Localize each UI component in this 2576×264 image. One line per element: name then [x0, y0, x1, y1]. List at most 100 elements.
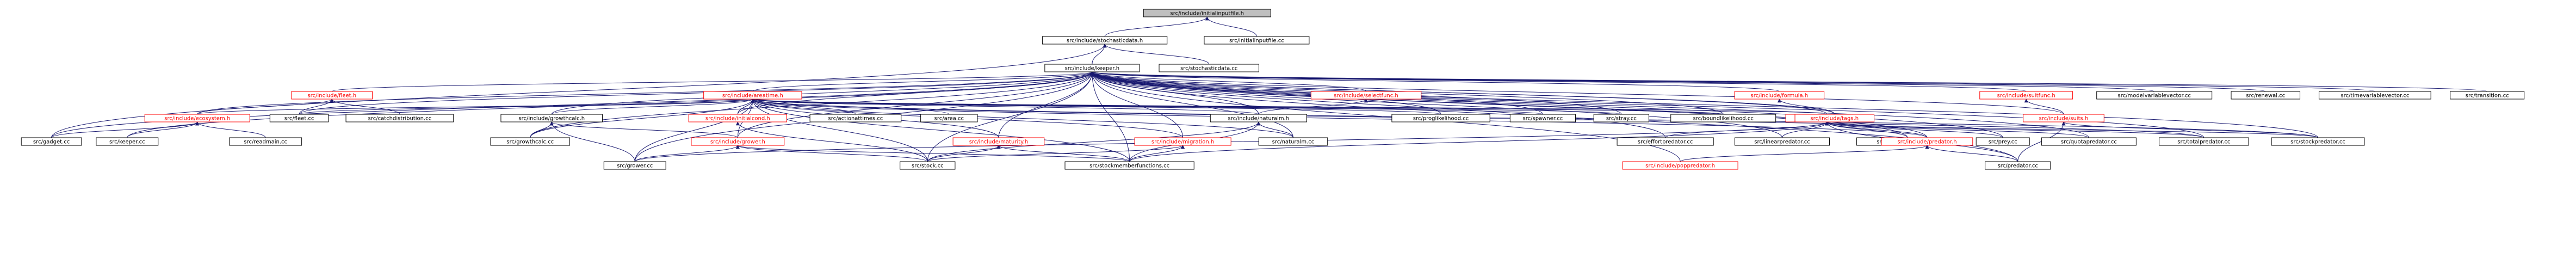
node-label: src/include/stochasticdata.h	[1067, 38, 1143, 44]
node-box	[691, 137, 785, 146]
node-label: src/timevariablevector.cc	[2340, 93, 2409, 99]
dependency-edge	[736, 145, 1130, 162]
node-label: src/include/suits.h	[2039, 116, 2089, 122]
dependency-edge	[1825, 121, 2089, 138]
graph-node-suits-h[interactable]: src/include/suits.h	[2023, 114, 2104, 122]
node-box	[1735, 137, 1830, 146]
graph-node-spawner-cc[interactable]: src/spawner.cc	[1509, 114, 1576, 122]
node-label: src/modelvariablevector.cc	[2117, 93, 2190, 99]
graph-node-selectfunc-h[interactable]: src/include/selectfunc.h	[1310, 91, 1422, 100]
node-label: src/keeper.cc	[109, 139, 145, 145]
node-box	[1794, 114, 1875, 122]
dependency-edge	[1090, 71, 2089, 138]
dependency-edge	[195, 121, 266, 138]
node-label: src/readmain.cc	[244, 139, 287, 145]
dependency-edge	[751, 99, 928, 162]
dependency-edge	[752, 71, 1094, 92]
graph-node-initialcond-h[interactable]: src/include/initialcond.h	[688, 114, 787, 122]
graph-node-renewal-cc[interactable]: src/renewal.cc	[2231, 91, 2301, 100]
node-label: src/include/migration.h	[1151, 139, 1214, 145]
dependency-edge	[1129, 145, 1185, 162]
graph-node-naturalm-h[interactable]: src/include/naturalm.h	[1210, 114, 1307, 122]
node-label: src/stochasticdata.cc	[1180, 66, 1237, 72]
graph-node-stockmemberfunctions-cc[interactable]: src/stockmemberfunctions.cc	[1064, 161, 1194, 170]
node-box	[900, 161, 956, 170]
dependency-edge	[530, 99, 755, 138]
node-box	[1310, 91, 1422, 100]
graph-node-readmain-cc[interactable]: src/readmain.cc	[229, 137, 302, 146]
graph-node-poppredator-h[interactable]: src/include/poppredator.h	[1622, 161, 1738, 170]
dependency-edge	[927, 145, 1185, 162]
node-label: src/stockmemberfunctions.cc	[1089, 163, 1169, 169]
graph-node-predator-cc[interactable]: src/predator.cc	[1985, 161, 2051, 170]
node-label: src/prey.cc	[1989, 139, 2017, 145]
graph-node-stochasticdata-h[interactable]: src/include/stochasticdata.h	[1042, 36, 1168, 45]
node-label: src/include/tags.h	[1810, 116, 1859, 122]
graph-node-predator-h[interactable]: src/include/predator.h	[1881, 137, 1973, 146]
dependency-edge	[1090, 71, 2319, 138]
graph-node-timevariablevector-cc[interactable]: src/timevariablevector.cc	[2319, 91, 2431, 100]
node-label: src/include/formula.h	[1751, 93, 1809, 99]
node-label: src/growthcalc.cc	[506, 139, 554, 145]
node-box	[1593, 114, 1649, 122]
graph-node-transition-cc[interactable]: src/transition.cc	[2450, 91, 2525, 100]
graph-node-naturalm-cc[interactable]: src/naturalm.cc	[1258, 137, 1328, 146]
graph-node-gadget-cc[interactable]: src/gadget.cc	[21, 137, 82, 146]
graph-node-suitfunc-h[interactable]: src/include/suitfunc.h	[1979, 91, 2073, 100]
node-box	[269, 114, 329, 122]
node-label: src/include/initialcond.h	[705, 116, 770, 122]
node-box	[703, 91, 802, 100]
node-box	[1064, 161, 1194, 170]
node-box	[1210, 114, 1307, 122]
dependency-edge	[1090, 71, 1780, 92]
graph-node-stochasticdata-cc[interactable]: src/stochasticdata.cc	[1159, 64, 1259, 72]
graph-node-grower-h[interactable]: src/include/grower.h	[691, 137, 785, 146]
node-box	[1391, 114, 1490, 122]
graph-node-keeper-h[interactable]: src/include/keeper.h	[1044, 64, 1140, 72]
graph-node-growthcalc-cc[interactable]: src/growthcalc.cc	[490, 137, 570, 146]
dependency-edge	[2061, 121, 2319, 138]
graph-node-modelvariablevector-cc[interactable]: src/modelvariablevector.cc	[2096, 91, 2213, 100]
graph-node-quotapredator-cc[interactable]: src/quotapredator.cc	[2041, 137, 2137, 146]
graph-node-proglikelihood-cc[interactable]: src/proglikelihood.cc	[1391, 114, 1490, 122]
graph-node-effortpredator-cc[interactable]: src/effortpredator.cc	[1617, 137, 1714, 146]
graph-node-maturity-h[interactable]: src/include/maturity.h	[952, 137, 1045, 146]
node-label: src/actionattimes.cc	[828, 116, 883, 122]
node-box	[603, 161, 666, 170]
node-box	[2450, 91, 2525, 100]
dependency-edge	[530, 121, 554, 138]
graph-node-initialinputfile-cc[interactable]: src/initialinputfile.cc	[1204, 36, 1310, 45]
node-label: src/predator.cc	[1998, 163, 2038, 169]
graph-node-formula-h[interactable]: src/include/formula.h	[1734, 91, 1825, 100]
graph-node-stray-cc[interactable]: src/stray.cc	[1593, 114, 1649, 122]
graph-node-tags-h[interactable]: src/include/tags.h	[1794, 114, 1875, 122]
graph-node-growthcalc-h[interactable]: src/include/growthcalc.h	[500, 114, 603, 122]
graph-node-boundlikelihood-cc[interactable]: src/boundlikelihood.cc	[1670, 114, 1776, 122]
graph-node-totalpredator-cc[interactable]: src/totalpredator.cc	[2159, 137, 2249, 146]
dependency-edge	[549, 121, 738, 138]
graph-node-ecosystem-h[interactable]: src/include/ecosystem.h	[144, 114, 250, 122]
node-box	[1734, 91, 1825, 100]
graph-node-area-cc[interactable]: src/area.cc	[920, 114, 978, 122]
graph-node-keeper-cc[interactable]: src/keeper.cc	[96, 137, 159, 146]
dependency-edge	[1777, 99, 1835, 115]
node-box	[1134, 137, 1231, 146]
graph-node-fleet-cc[interactable]: src/fleet.cc	[269, 114, 329, 122]
graph-node-areatime-h[interactable]: src/include/areatime.h	[703, 91, 802, 100]
dependency-edge	[996, 145, 1130, 162]
graph-node-prey-cc[interactable]: src/prey.cc	[1976, 137, 2030, 146]
graph-node-stock-cc[interactable]: src/stock.cc	[900, 161, 956, 170]
graph-node-catchdistribution-cc[interactable]: src/catchdistribution.cc	[345, 114, 454, 122]
graph-node-grower-cc[interactable]: src/grower.cc	[603, 161, 666, 170]
dependency-edge	[549, 121, 635, 162]
graph-node-stockpredator-cc[interactable]: src/stockpredator.cc	[2271, 137, 2365, 146]
dependency-edge	[1091, 71, 2488, 92]
graph-node-fleet-h[interactable]: src/include/fleet.h	[291, 91, 373, 100]
dependency-edge	[1090, 71, 2205, 138]
graph-node-actionattimes-cc[interactable]: src/actionattimes.cc	[809, 114, 902, 122]
dependency-edge	[2017, 121, 2066, 162]
node-label: src/boundlikelihood.cc	[1693, 116, 1754, 122]
node-label: src/initialinputfile.cc	[1229, 38, 1284, 44]
graph-node-linearpredator-cc[interactable]: src/linearpredator.cc	[1735, 137, 1830, 146]
graph-node-migration-h[interactable]: src/include/migration.h	[1134, 137, 1231, 146]
